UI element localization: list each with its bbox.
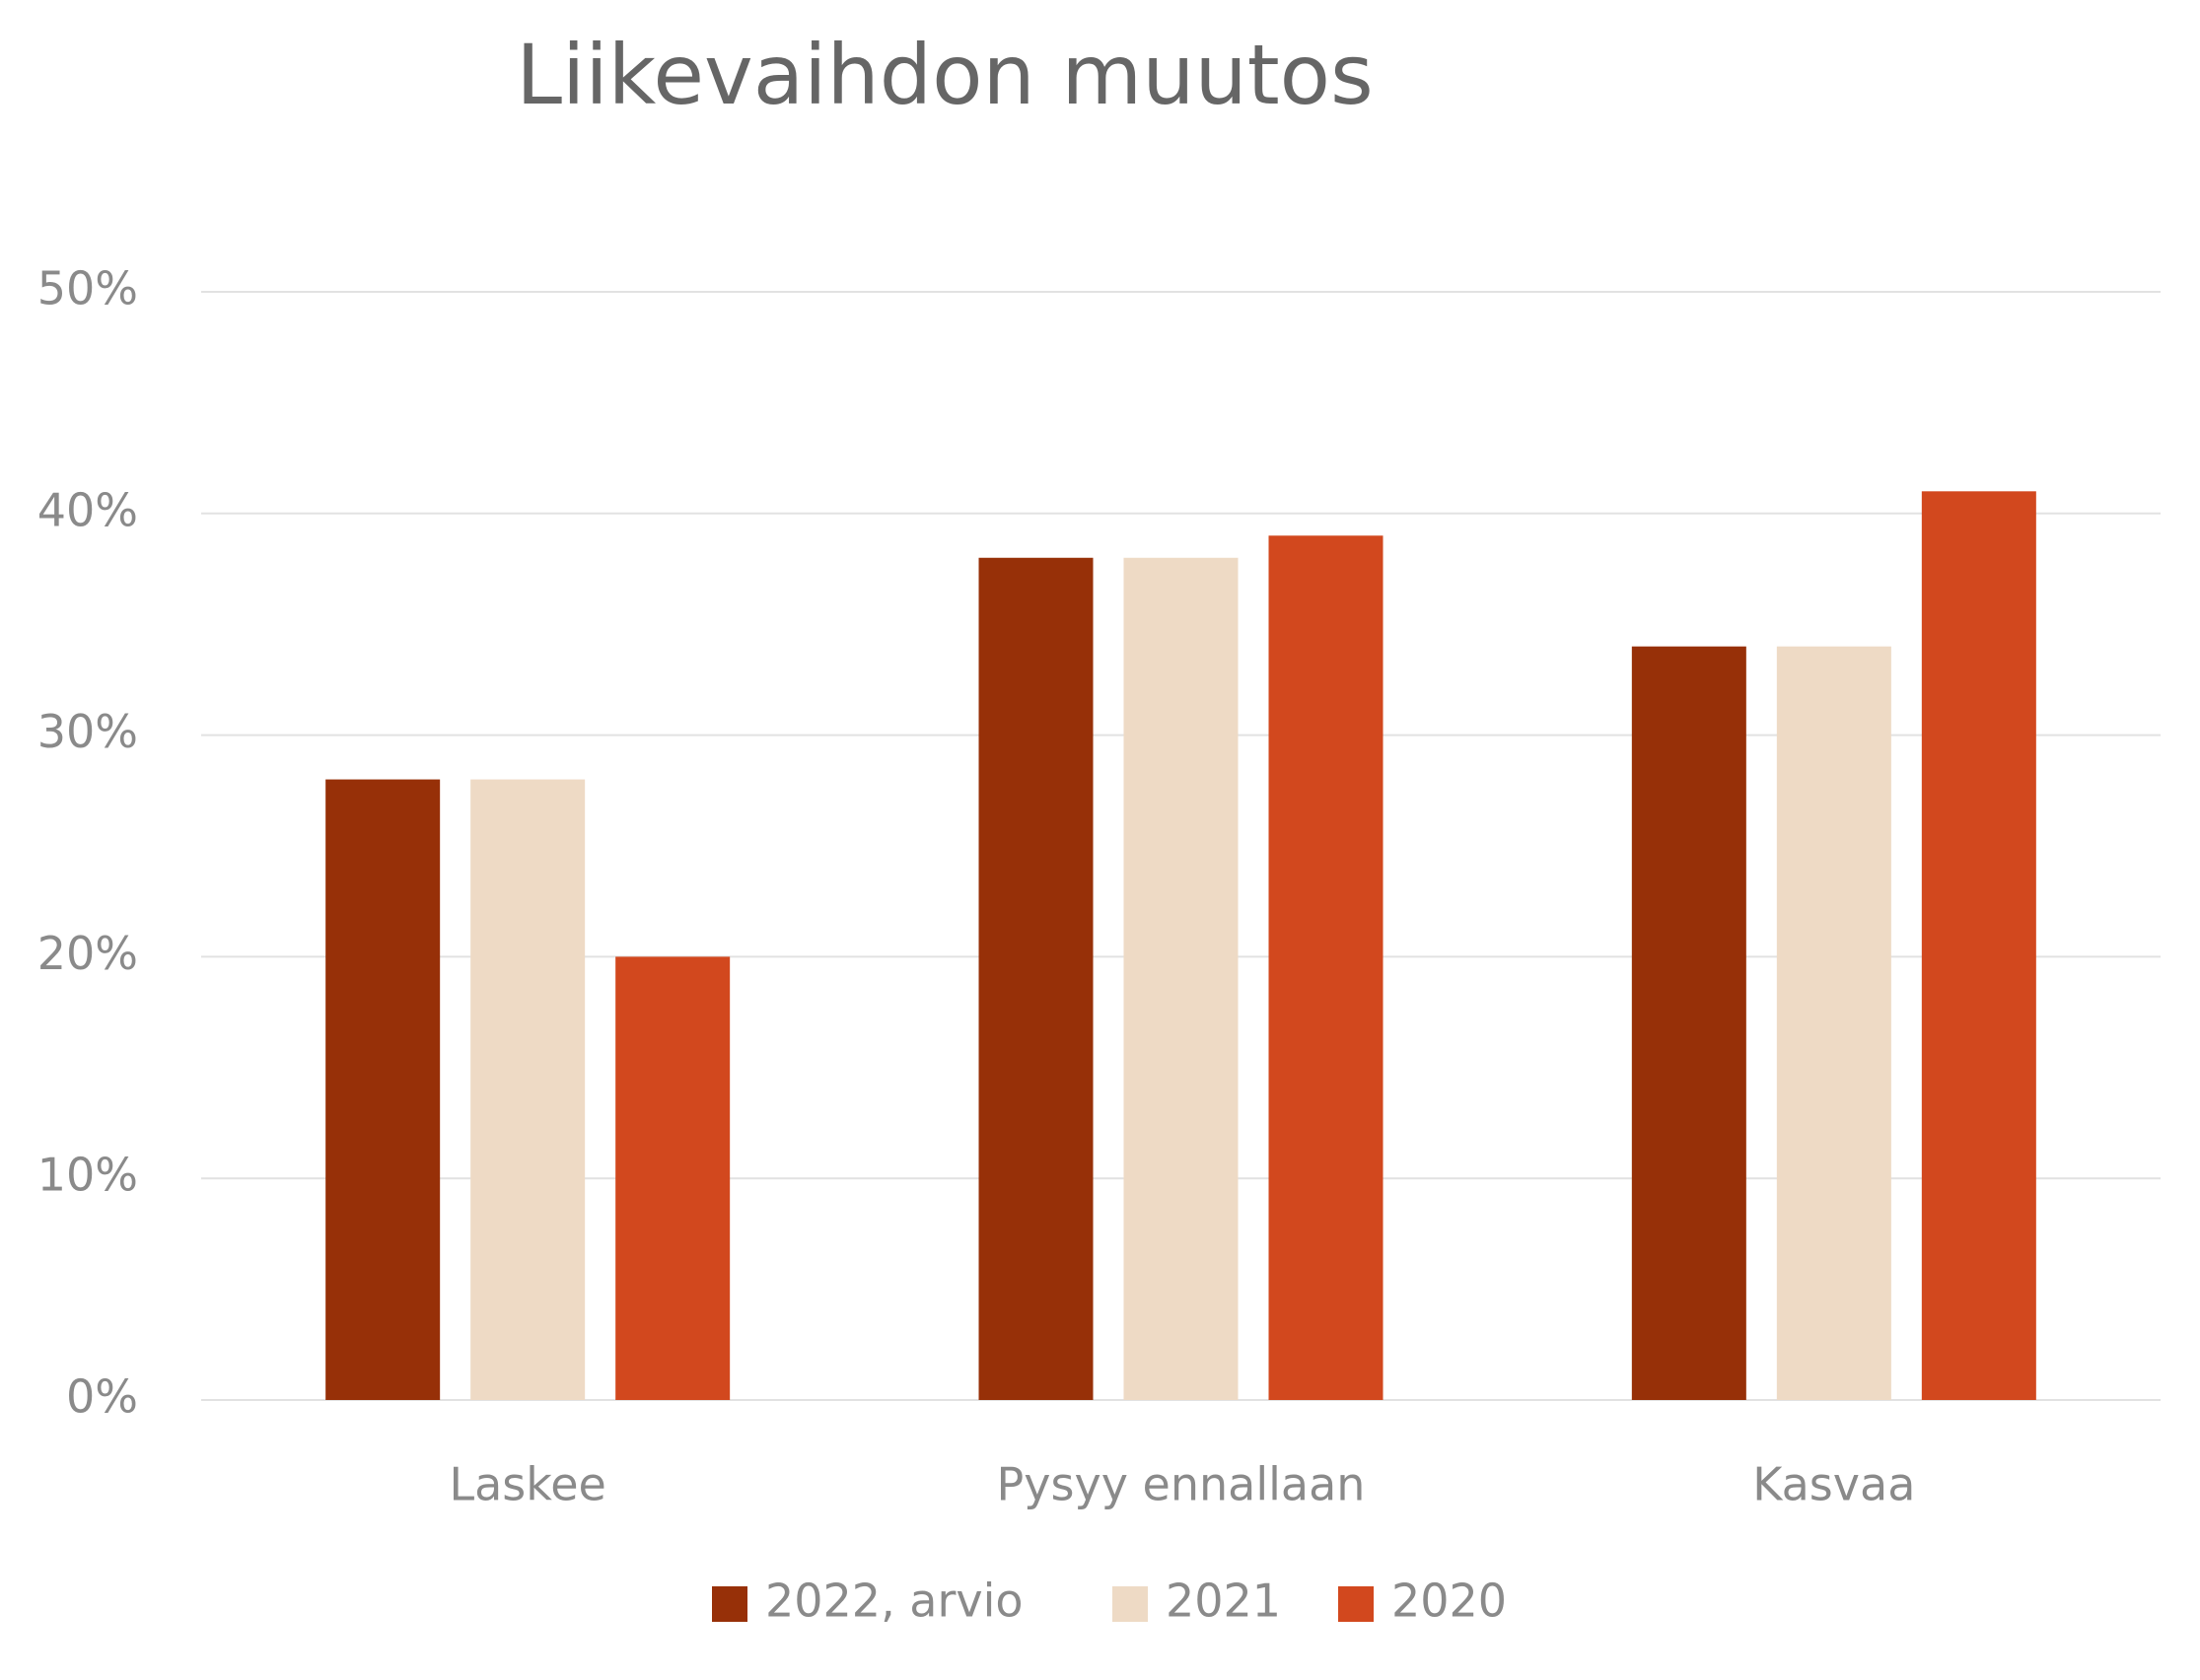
- y-tick-label: 10%: [37, 1149, 138, 1202]
- x-tick-label: Pysyy ennallaan: [997, 1458, 1366, 1511]
- y-tick-label: 40%: [37, 483, 138, 536]
- bar: [1123, 557, 1239, 1400]
- legend-label: 2022, arvio: [765, 1575, 1024, 1628]
- bar: [1776, 646, 1891, 1400]
- y-tick-label: 0%: [66, 1370, 138, 1424]
- legend-swatch: [1112, 1586, 1148, 1622]
- y-tick-label: 20%: [37, 927, 138, 980]
- bar: [978, 557, 1094, 1400]
- x-tick-label: Kasvaa: [1752, 1458, 1915, 1511]
- y-tick-label: 50%: [37, 262, 138, 315]
- chart-title: Liikevaihdon muutos: [516, 27, 1374, 123]
- bar: [615, 956, 731, 1400]
- legend-label: 2021: [1166, 1575, 1281, 1628]
- x-tick-label: Laskee: [449, 1458, 605, 1511]
- legend-swatch: [1338, 1586, 1374, 1622]
- legend-label: 2020: [1391, 1575, 1507, 1628]
- y-tick-label: 30%: [37, 705, 138, 758]
- bar: [325, 779, 441, 1400]
- bar: [470, 779, 586, 1400]
- bar: [1921, 491, 2036, 1400]
- bar: [1268, 535, 1384, 1400]
- legend-swatch: [712, 1586, 747, 1622]
- bar: [1631, 646, 1746, 1400]
